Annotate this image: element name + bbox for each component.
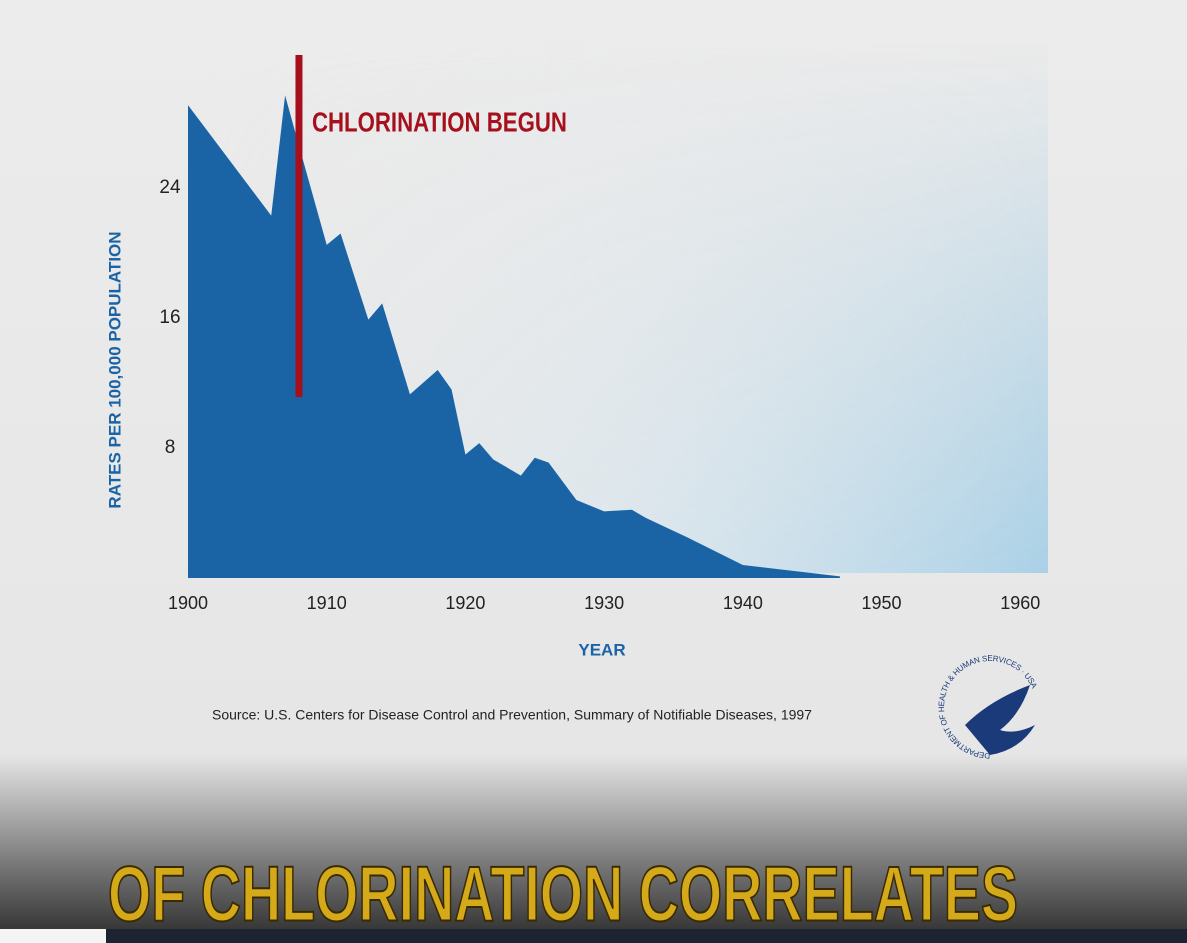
y-tick-label: 24 <box>159 177 181 198</box>
x-tick-label: 1920 <box>445 593 485 613</box>
area <box>188 95 840 578</box>
taskbar-item <box>0 929 106 943</box>
y-axis-label: RATES PER 100,000 POPULATION <box>105 231 124 508</box>
caption: OF CHLORINATION CORRELATES <box>108 850 1018 938</box>
x-tick-label: 1930 <box>584 593 624 613</box>
y-tick-label: 16 <box>159 307 180 328</box>
y-tick-label: 8 <box>165 437 176 458</box>
taskbar <box>0 929 1187 943</box>
x-axis-label: YEAR <box>578 640 625 659</box>
plot: 8 16 24 1900 1910 1920 1930 1940 1950 1960 CHLORIN… <box>159 55 1040 613</box>
x-tick-label: 1910 <box>307 593 347 613</box>
x-tick-label: 1940 <box>723 593 763 613</box>
x-tick-label: 1950 <box>862 593 902 613</box>
x-tick-label: 1960 <box>1000 593 1040 613</box>
x-tick-label: 1900 <box>168 593 208 613</box>
source: Source: U.S. Centers for Disease Control… <box>212 707 812 723</box>
logo-eagle <box>965 685 1035 755</box>
annotation-text: CHLORINATION BEGUN <box>312 106 567 137</box>
